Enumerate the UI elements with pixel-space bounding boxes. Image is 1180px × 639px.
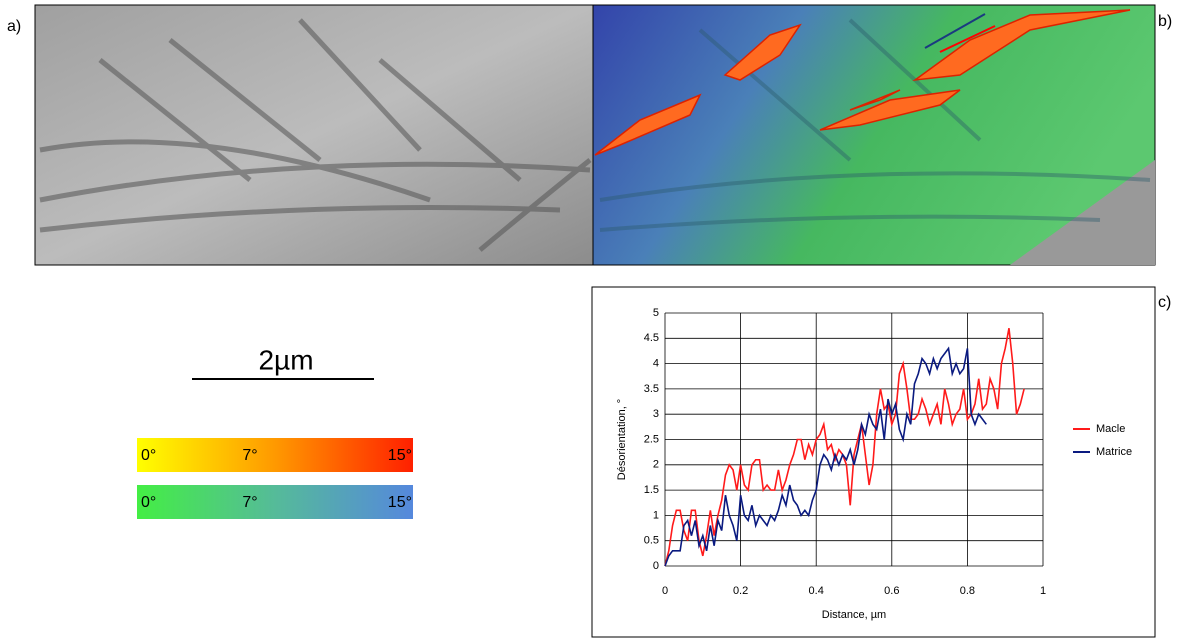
micrograph-b — [592, 4, 1156, 266]
y-tick-label: 3.5 — [644, 383, 659, 395]
chart-frame — [591, 286, 1156, 638]
x-axis-label: Distance, µm — [822, 609, 886, 621]
legend-label: Matrice — [1096, 446, 1132, 458]
scale-bar-label: 2µm — [258, 344, 313, 375]
color-scale-label: 15° — [388, 447, 412, 464]
color-scale-label: 15° — [388, 494, 412, 511]
y-tick-label: 5 — [653, 307, 659, 319]
y-tick-label: 4.5 — [644, 332, 659, 344]
panel-label: c) — [1158, 294, 1171, 311]
panel-label: a) — [7, 18, 21, 35]
color-scale-label: 7° — [242, 447, 257, 464]
y-tick-label: 2 — [653, 459, 659, 471]
color-scale — [137, 438, 413, 472]
y-axis-label: Désorientation, ° — [616, 399, 628, 480]
x-tick-label: 0 — [662, 585, 668, 597]
series-line — [664, 346, 987, 567]
color-scale-label: 0° — [141, 494, 156, 511]
y-tick-label: 0.5 — [644, 535, 659, 547]
y-tick-label: 1 — [653, 509, 659, 521]
x-tick-label: 0.4 — [809, 585, 824, 597]
y-tick-label: 3 — [653, 408, 659, 420]
x-tick-label: 0.8 — [960, 585, 975, 597]
y-tick-label: 0 — [653, 560, 659, 572]
color-scale — [137, 485, 413, 519]
series-line — [664, 328, 1025, 567]
x-tick-label: 0.2 — [733, 585, 748, 597]
x-tick-label: 1 — [1040, 585, 1046, 597]
x-tick-label: 0.6 — [884, 585, 899, 597]
y-tick-label: 4 — [653, 358, 659, 370]
legend-label: Macle — [1096, 423, 1125, 435]
y-tick-label: 2.5 — [644, 433, 659, 445]
panel-label: b) — [1158, 13, 1172, 30]
micrograph-a — [34, 4, 594, 266]
color-scale-label: 0° — [141, 447, 156, 464]
color-scale-label: 7° — [242, 494, 257, 511]
y-tick-label: 1.5 — [644, 484, 659, 496]
